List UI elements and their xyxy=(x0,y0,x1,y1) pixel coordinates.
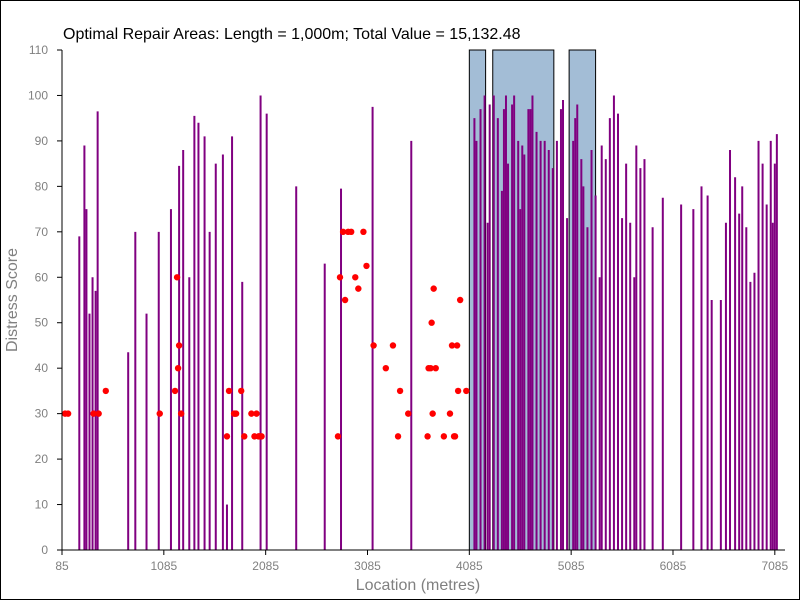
repair-area-2 xyxy=(492,49,555,551)
data-point xyxy=(463,387,470,395)
y-tick-label: 40 xyxy=(35,361,49,375)
data-point xyxy=(389,342,397,349)
y-axis-label: Distress Score xyxy=(4,248,21,352)
y-tick-label: 100 xyxy=(28,88,48,102)
y-tick-label: 70 xyxy=(35,225,49,239)
data-point xyxy=(232,410,240,417)
x-tick-label: 85 xyxy=(55,559,69,573)
data-point xyxy=(456,296,464,304)
data-point xyxy=(95,410,102,417)
data-point xyxy=(370,342,377,349)
data-point xyxy=(348,228,355,236)
x-tick-label: 1085 xyxy=(150,559,177,573)
data-point xyxy=(336,274,344,281)
data-point xyxy=(396,387,404,395)
repair-area-1 xyxy=(468,49,487,551)
y-tick-label: 90 xyxy=(35,134,49,148)
data-point xyxy=(177,410,185,417)
data-point xyxy=(90,410,97,417)
data-point xyxy=(334,433,342,440)
chart-title: Optimal Repair Areas: Length = 1,000m; T… xyxy=(63,26,521,43)
data-point xyxy=(341,296,349,304)
y-tick-label: 80 xyxy=(35,179,49,193)
y-tick-label: 0 xyxy=(41,543,48,557)
x-tick-label: 2085 xyxy=(252,559,279,573)
data-point xyxy=(394,433,402,440)
data-point xyxy=(432,364,439,372)
x-axis-label: Location (metres) xyxy=(356,577,481,594)
data-point xyxy=(382,364,390,372)
data-point xyxy=(352,274,359,281)
y-tick-label: 50 xyxy=(35,316,49,330)
data-point xyxy=(451,433,459,440)
data-point xyxy=(424,433,431,440)
data-point xyxy=(253,410,260,417)
data-point xyxy=(448,342,456,349)
y-tick-label: 60 xyxy=(35,270,49,284)
bar-series xyxy=(78,95,778,550)
data-point xyxy=(241,433,248,440)
y-tick-label: 110 xyxy=(29,43,48,57)
data-point xyxy=(430,285,437,292)
x-tick-label: 4085 xyxy=(456,559,483,573)
data-point xyxy=(174,364,182,372)
data-point xyxy=(173,274,181,281)
x-tick-label: 7085 xyxy=(761,559,788,573)
axes xyxy=(61,50,785,551)
data-point xyxy=(223,433,231,440)
data-point xyxy=(428,319,435,326)
data-point xyxy=(64,410,72,417)
data-point xyxy=(360,228,367,236)
data-point xyxy=(156,410,163,417)
data-point xyxy=(102,387,109,395)
data-point xyxy=(405,410,412,417)
data-point xyxy=(427,364,434,372)
data-point xyxy=(429,410,436,417)
data-point xyxy=(238,387,245,395)
data-point xyxy=(453,342,461,349)
y-tick-label: 30 xyxy=(35,407,49,421)
y-tick-label: 10 xyxy=(35,498,49,512)
y-axis-ticks: 0 10 20 30 40 50 60 70 80 90 100 110 xyxy=(28,43,62,557)
data-point xyxy=(339,228,347,236)
data-point xyxy=(440,433,448,440)
data-point xyxy=(248,410,255,417)
x-tick-label: 6085 xyxy=(660,559,687,573)
data-point xyxy=(446,410,454,417)
x-tick-label: 3085 xyxy=(354,559,381,573)
data-point xyxy=(363,262,370,270)
x-axis-ticks: 85 1085 2085 3085 4085 5085 6085 7085 xyxy=(55,550,788,573)
data-point xyxy=(258,433,265,440)
data-point xyxy=(355,285,362,292)
y-tick-label: 20 xyxy=(35,452,49,466)
data-point xyxy=(454,387,462,395)
x-tick-label: 5085 xyxy=(558,559,585,573)
data-point xyxy=(175,342,183,349)
data-point xyxy=(171,387,179,395)
data-point xyxy=(225,387,233,395)
point-series xyxy=(61,228,470,440)
